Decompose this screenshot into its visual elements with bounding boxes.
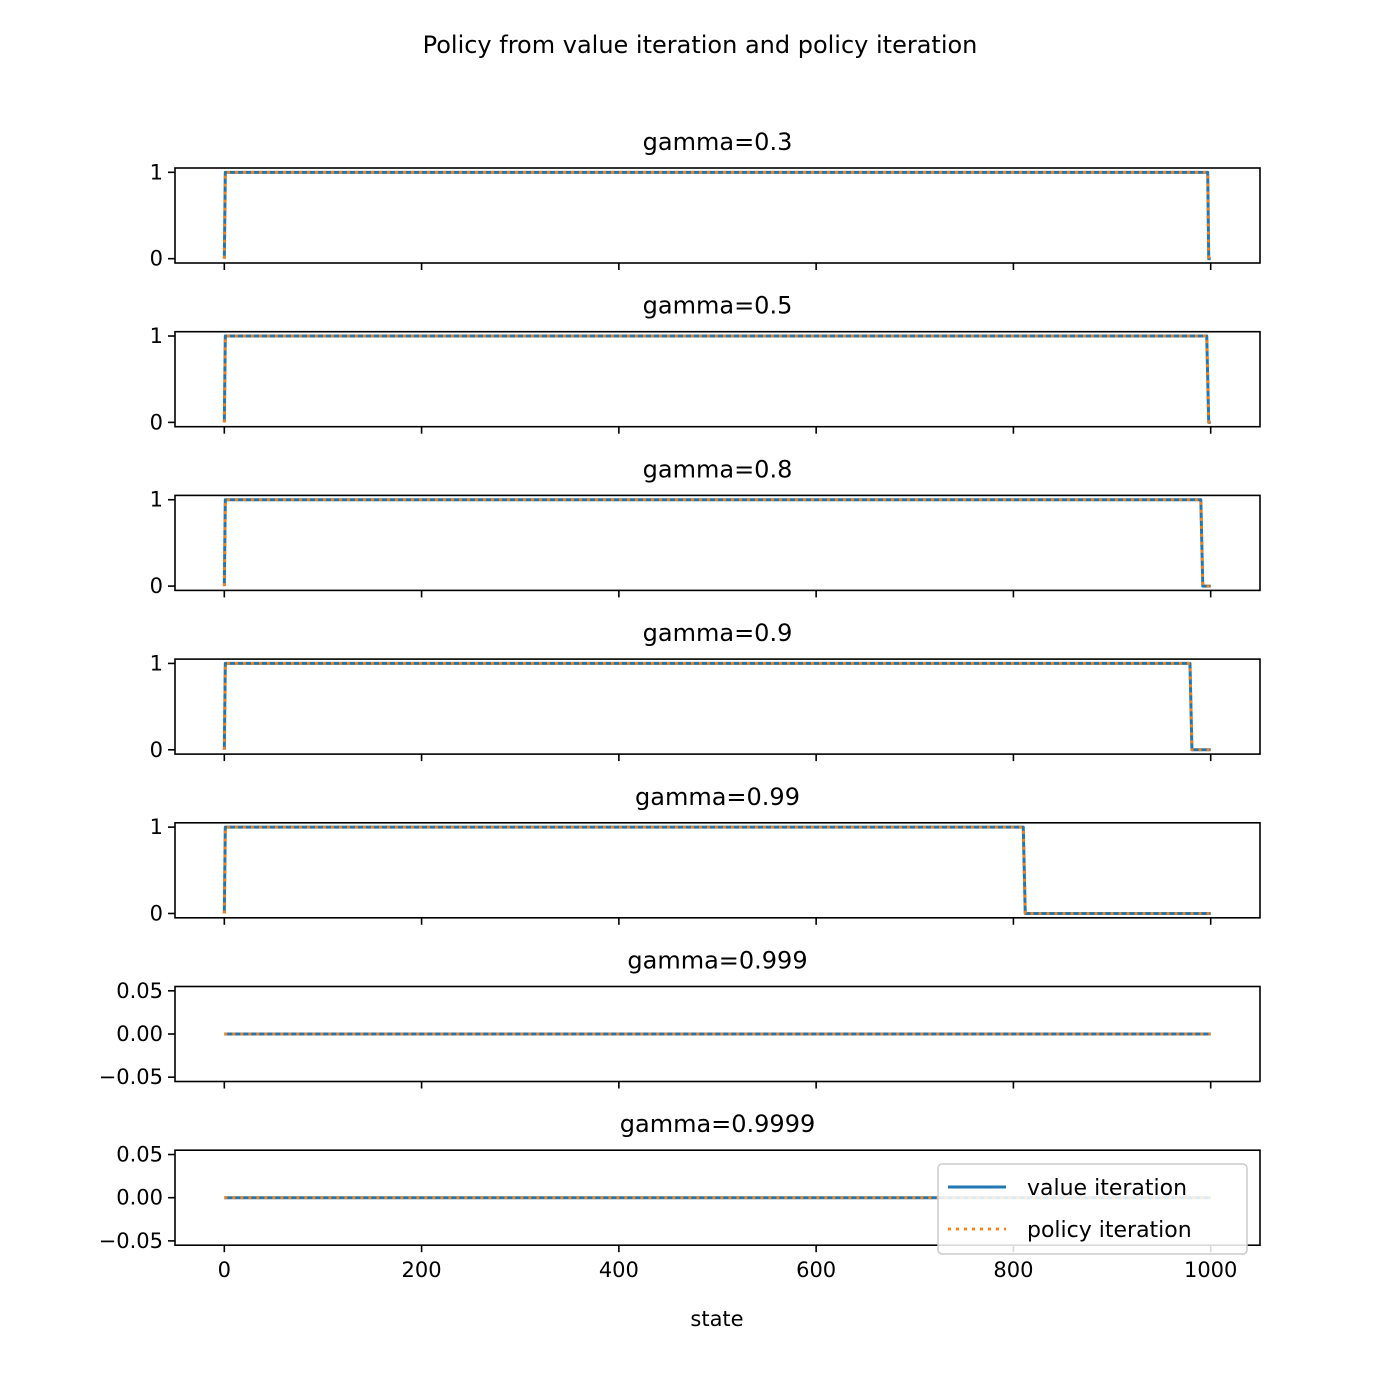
subplot: gamma=0.8 0 1 [150, 455, 1261, 598]
series-line [222, 334, 1211, 424]
axes-frame [174, 821, 1261, 919]
x-tick-label: 0 [218, 1258, 231, 1282]
series-line [222, 662, 1211, 752]
series-line [222, 825, 1211, 915]
y-tick-label: 1 [150, 160, 163, 184]
y-tick-label: 0 [150, 247, 163, 271]
legend-label: value iteration [1027, 1176, 1187, 1201]
legend-box [937, 1163, 1248, 1255]
legend-label: policy iteration [1027, 1218, 1192, 1243]
subplot: gamma=0.99 0 1 [150, 783, 1261, 925]
figure-title: Policy from value iteration and policy i… [423, 31, 978, 59]
x-tick-label: 600 [796, 1258, 836, 1282]
series-line [222, 825, 1211, 915]
y-tick-label: 1 [150, 651, 163, 675]
subplot: gamma=0.3 0 1 [150, 128, 1261, 271]
legend: value iteration policy iteration [937, 1163, 1248, 1255]
y-tick-label: 1 [150, 488, 163, 512]
series-line [222, 498, 1211, 588]
y-tick-label: 0 [150, 738, 163, 762]
x-tick-label: 800 [993, 1258, 1033, 1282]
subplot-title: gamma=0.9999 [620, 1110, 816, 1138]
y-tick-label: 0.00 [116, 1022, 163, 1046]
subplot: gamma=0.9999 0.05 0.00 −0.05 0 200 400 600 800 10… [99, 1110, 1261, 1282]
y-tick-label: 0.00 [116, 1186, 163, 1210]
subplot: gamma=0.5 0 1 [150, 292, 1261, 434]
y-tick-label: 0 [150, 574, 163, 598]
y-tick-label: −0.05 [99, 1065, 163, 1089]
subplot-title: gamma=0.99 [635, 783, 800, 811]
subplot-title: gamma=0.999 [627, 947, 807, 975]
subplot-title: gamma=0.3 [643, 128, 793, 156]
series-line [222, 170, 1211, 261]
subplot: gamma=0.9 0 1 [150, 619, 1261, 762]
subplot-title: gamma=0.5 [643, 292, 793, 320]
axes-frame [174, 167, 1261, 264]
series-line [222, 170, 1211, 261]
y-tick-label: −0.05 [99, 1229, 163, 1253]
x-tick-label: 400 [599, 1258, 639, 1282]
x-axis-label: state [690, 1307, 743, 1331]
axes-frame [174, 494, 1261, 592]
x-tick-label: 200 [402, 1258, 442, 1282]
series-line [222, 661, 1211, 752]
axes-frame [174, 330, 1261, 428]
y-tick-label: 0 [150, 901, 163, 925]
subplot-title: gamma=0.9 [643, 619, 793, 647]
subplot-grid: gamma=0.301gamma=0.501gamma=0.801gamma=0… [99, 128, 1261, 1282]
subplot: gamma=0.999 0.05 0.00 −0.05 [99, 947, 1261, 1089]
axes-frame [174, 658, 1261, 755]
y-tick-label: 0.05 [116, 979, 163, 1003]
x-tick-label: 1000 [1184, 1258, 1237, 1282]
y-tick-label: 0.05 [116, 1143, 163, 1167]
y-tick-label: 0 [150, 410, 163, 434]
y-tick-label: 1 [150, 815, 163, 839]
y-tick-label: 1 [150, 324, 163, 348]
series-line [222, 334, 1211, 424]
subplot-title: gamma=0.8 [643, 455, 793, 483]
series-line [222, 498, 1211, 588]
